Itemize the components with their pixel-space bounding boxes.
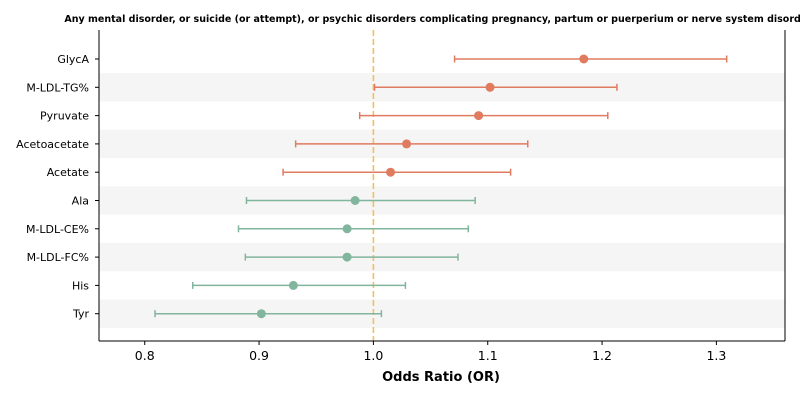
x-tick-label: 1.2 xyxy=(592,348,612,363)
data-rows xyxy=(154,54,728,319)
x-tick-label: 0.9 xyxy=(249,348,269,363)
or-point xyxy=(350,196,360,205)
y-tick-label: M-LDL-TG% xyxy=(26,81,89,94)
y-tick-label: His xyxy=(72,279,89,292)
or-point xyxy=(342,224,352,234)
x-tick-label: 1.0 xyxy=(363,348,383,363)
or-point xyxy=(579,54,589,64)
forest-row xyxy=(245,196,476,205)
x-axis-ticks: 0.8 0.9 1.0 1.1 1.2 1.3 xyxy=(135,341,726,363)
forest-row xyxy=(358,111,609,121)
forest-row xyxy=(237,224,470,234)
forest-row xyxy=(294,139,529,149)
forest-row xyxy=(154,309,383,319)
forest-row xyxy=(192,280,407,290)
or-point xyxy=(402,139,412,149)
y-axis-ticks: GlycA M-LDL-TG% Pyruvate Acetoacetate Acetat… xyxy=(16,53,99,321)
y-tick-label: Acetoacetate xyxy=(16,138,89,151)
or-point xyxy=(485,82,495,92)
y-tick-label: Pyruvate xyxy=(40,110,89,123)
x-tick-label: 1.1 xyxy=(478,348,498,363)
x-axis-label: Odds Ratio (OR) xyxy=(382,370,500,385)
forest-row xyxy=(244,252,459,262)
y-tick-label: M-LDL-FC% xyxy=(27,251,89,264)
chart-title: Any mental disorder, or suicide (or atte… xyxy=(64,14,800,25)
or-point xyxy=(288,280,298,290)
forest-row xyxy=(373,82,618,92)
y-tick-label: M-LDL-CE% xyxy=(26,223,89,236)
x-tick-label: 1.3 xyxy=(706,348,726,363)
x-tick-label: 0.8 xyxy=(135,348,155,363)
or-point xyxy=(474,111,484,121)
or-point xyxy=(386,167,396,177)
or-point xyxy=(256,309,266,319)
y-tick-label: Tyr xyxy=(72,308,90,321)
y-tick-label: GlycA xyxy=(57,53,89,66)
forest-row xyxy=(282,167,512,177)
y-tick-label: Ala xyxy=(72,195,89,208)
y-tick-label: Acetate xyxy=(47,166,90,179)
or-point xyxy=(342,252,352,262)
forest-row xyxy=(453,54,728,64)
axes xyxy=(98,30,786,342)
